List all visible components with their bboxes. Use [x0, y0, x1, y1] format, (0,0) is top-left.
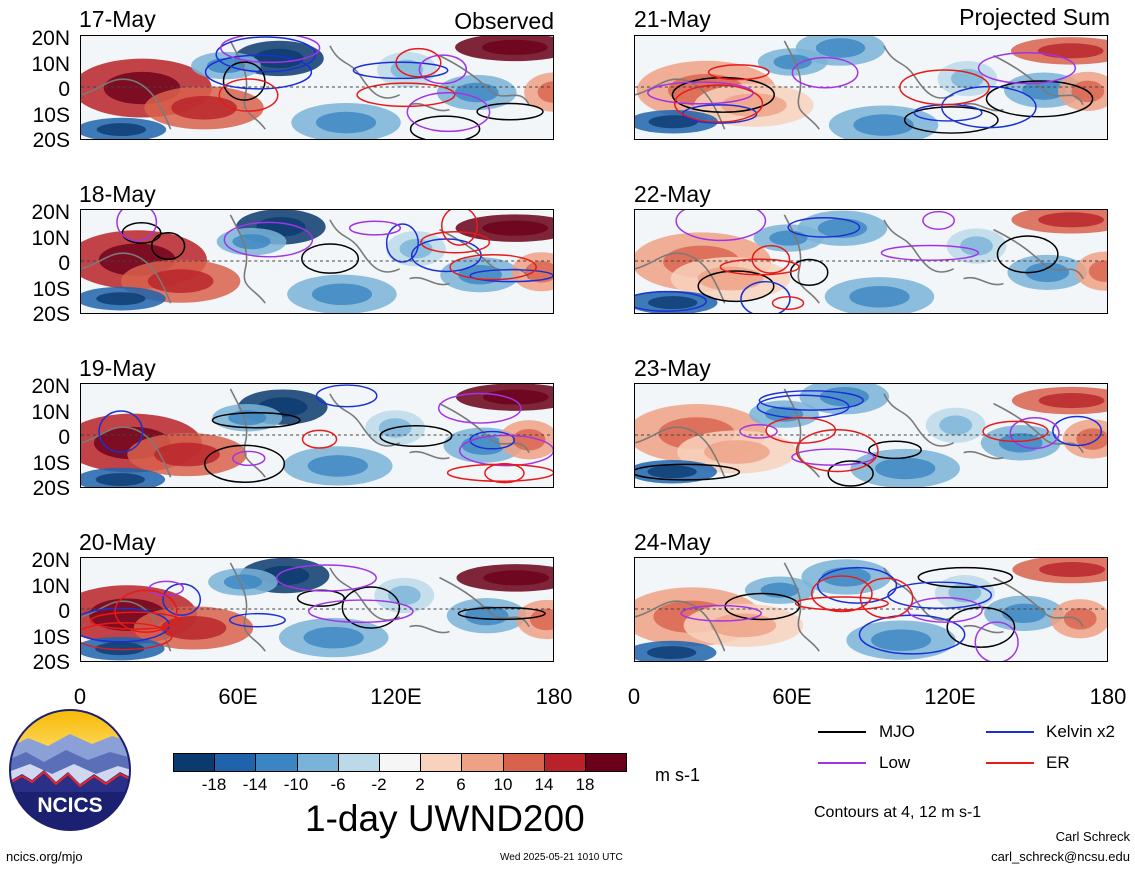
- colorbar-swatch: [256, 754, 298, 771]
- date-label-right-4: 24-May: [634, 529, 711, 555]
- map-panel-right-1: [634, 35, 1108, 140]
- map-field: [635, 210, 1107, 313]
- lat-label: 20S: [32, 129, 70, 152]
- colorbar-swatch: [174, 754, 216, 771]
- footer-timestamp: Wed 2025-05-21 1010 UTC: [500, 852, 623, 863]
- lat-label: 10N: [31, 401, 70, 424]
- lat-label: 20N: [31, 27, 70, 50]
- date-label-left-4: 20-May: [79, 529, 156, 555]
- colorbar-swatch: [421, 754, 463, 771]
- map-field: [635, 558, 1107, 661]
- lat-label: 0: [58, 426, 70, 449]
- legend-label-kelvin: Kelvin x2: [1046, 722, 1115, 741]
- map-panel-right-3: [634, 383, 1108, 488]
- legend-label-er: ER: [1046, 753, 1070, 772]
- lat-label: 10N: [31, 575, 70, 598]
- date-label-right-1: 21-May: [634, 6, 711, 32]
- lon-label: 120E: [370, 684, 422, 709]
- lat-label: 10S: [32, 452, 70, 475]
- contour-note: Contours at 4, 12 m s-1: [814, 804, 982, 821]
- plot-title: 1-day UWND200: [305, 798, 585, 839]
- colorbar-swatch: [297, 754, 339, 771]
- lat-label: 10N: [31, 227, 70, 250]
- map-panel-left-3: [80, 383, 554, 488]
- map-field: [635, 384, 1107, 487]
- colorbar-swatch: [462, 754, 504, 771]
- legend-line-kelvin: [986, 731, 1034, 733]
- map-field: [81, 210, 553, 313]
- legend-label-mjo: MJO: [879, 722, 915, 741]
- map-panel-left-1: [80, 35, 554, 140]
- colorbar-swatch: [338, 754, 380, 771]
- lat-label: 20S: [32, 477, 70, 500]
- map-field: [81, 36, 553, 139]
- lat-label: 10S: [32, 626, 70, 649]
- legend-line-low: [818, 762, 866, 764]
- date-label-left-1: 17-May: [79, 6, 156, 32]
- ncics-logo: NCICS: [8, 708, 132, 832]
- colorbar-tick-label: 14: [534, 775, 554, 794]
- lat-label: 10S: [32, 278, 70, 301]
- colorbar-swatch: [215, 754, 257, 771]
- map-panel-right-4: [634, 557, 1108, 662]
- lat-label: 20N: [31, 201, 70, 224]
- legend-line-mjo: [818, 731, 866, 733]
- logo-text: NCICS: [37, 794, 102, 817]
- map-panel-right-2: [634, 209, 1108, 314]
- colorbar-swatch: [379, 754, 422, 771]
- lat-label: 0: [58, 78, 70, 101]
- date-label-right-3: 23-May: [634, 355, 711, 381]
- lat-label: 10S: [32, 104, 70, 127]
- colorbar-tick-label: -14: [242, 775, 268, 794]
- lon-label: 180: [1089, 684, 1127, 709]
- map-panel-left-4: [80, 557, 554, 662]
- colorbar-tick-label: -6: [330, 775, 346, 794]
- map-field: [635, 36, 1107, 139]
- lat-label: 0: [58, 252, 70, 275]
- colorbar-units: m s-1: [655, 765, 700, 785]
- map-panel-left-2: [80, 209, 554, 314]
- colorbar-tick-label: 18: [575, 775, 595, 794]
- lat-label: 20N: [31, 375, 70, 398]
- legend-line-er: [986, 762, 1034, 764]
- lon-label: 60E: [218, 684, 258, 709]
- colorbar-tick-label: 6: [456, 775, 466, 794]
- projected-title: Projected Sum: [959, 4, 1110, 30]
- colorbar-tick-label: 2: [415, 775, 425, 794]
- colorbar-swatch: [585, 754, 627, 771]
- lat-label: 0: [58, 600, 70, 623]
- colorbar-tick-label: -2: [371, 775, 387, 794]
- date-label-right-2: 22-May: [634, 181, 711, 207]
- colorbar-tick-label: -18: [201, 775, 227, 794]
- lat-label: 10N: [31, 53, 70, 76]
- map-field: [81, 558, 553, 661]
- colorbar: [173, 753, 627, 772]
- footer-url: ncics.org/mjo: [6, 849, 83, 864]
- lon-label: 120E: [924, 684, 976, 709]
- colorbar-swatch: [544, 754, 586, 771]
- colorbar-tick-label: 10: [493, 775, 513, 794]
- date-label-left-2: 18-May: [79, 181, 156, 207]
- lat-label: 20S: [32, 303, 70, 326]
- lon-label: 0: [73, 684, 87, 709]
- legend-label-low: Low: [879, 753, 911, 772]
- lon-label: 180: [535, 684, 573, 709]
- date-label-left-3: 19-May: [79, 355, 156, 381]
- lat-label: 20S: [32, 651, 70, 674]
- colorbar-swatch: [503, 754, 545, 771]
- map-field: [81, 384, 553, 487]
- footer-email: carl_schreck@ncsu.edu: [991, 849, 1130, 864]
- observed-title: Observed: [454, 8, 554, 34]
- footer-author: Carl Schreck: [1055, 829, 1130, 844]
- lon-label: 0: [627, 684, 641, 709]
- colorbar-tick-label: -10: [283, 775, 309, 794]
- lon-label: 60E: [772, 684, 812, 709]
- lat-label: 20N: [31, 549, 70, 572]
